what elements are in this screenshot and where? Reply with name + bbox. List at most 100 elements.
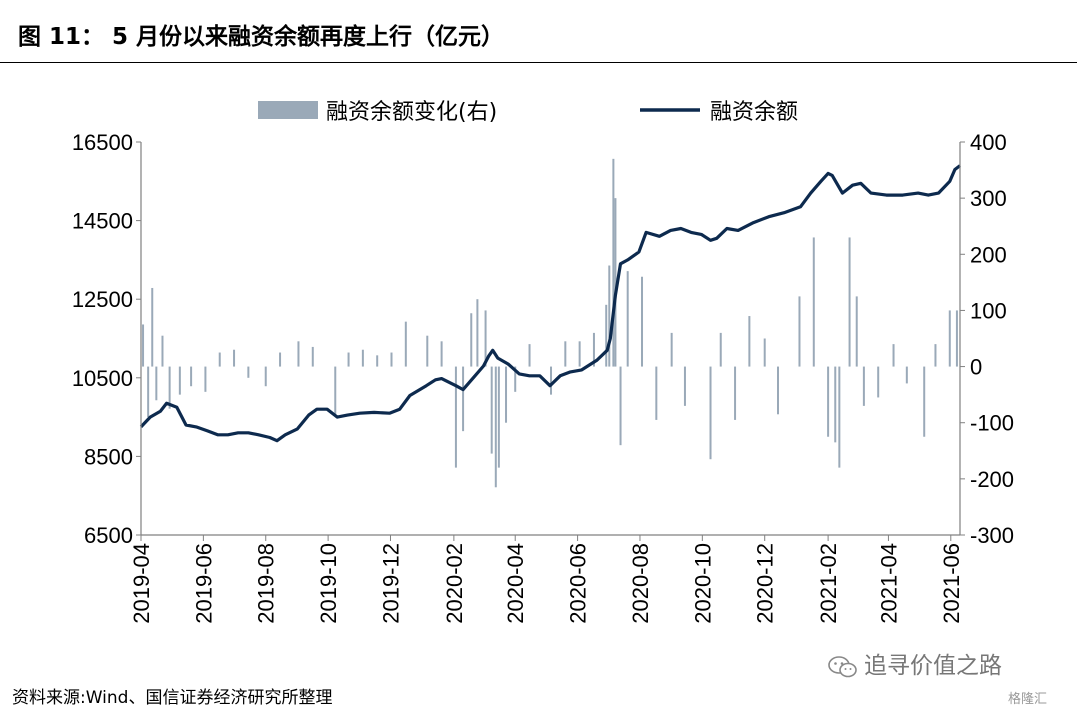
change-bar (626, 271, 629, 367)
change-bar (955, 310, 958, 367)
change-bar (161, 335, 164, 367)
change-bar (827, 366, 830, 437)
change-bar (390, 352, 393, 367)
change-bar (608, 265, 611, 367)
change-bar (763, 338, 766, 367)
change-bar (233, 349, 236, 367)
change-bar (655, 366, 658, 420)
change-bar (719, 332, 722, 367)
right-tick-label: 0 (970, 355, 982, 380)
change-bar (168, 366, 171, 409)
change-bar (494, 366, 497, 488)
change-bar (279, 352, 282, 367)
right-tick-label: 300 (970, 186, 1007, 211)
wechat-icon (828, 655, 857, 677)
change-bar (476, 299, 479, 367)
change-bar (838, 366, 841, 468)
change-bar (376, 355, 379, 367)
change-bar (218, 352, 221, 367)
change-bar (426, 335, 429, 367)
change-bar (812, 237, 815, 367)
change-bar (834, 366, 837, 443)
change-bar (361, 349, 364, 367)
left-tick-label: 14500 (72, 209, 133, 234)
change-bar (777, 366, 779, 415)
right-tick-label: 200 (970, 242, 1007, 267)
legend: 融资余额变化(右) 融资余额 (258, 100, 798, 125)
change-bar (347, 352, 350, 367)
left-tick-label: 6500 (84, 523, 133, 548)
legend-swatch-change (258, 101, 318, 119)
change-bar (862, 366, 865, 406)
source-note: 资料来源:Wind、国信证券经济研究所整理 (12, 688, 333, 708)
balance-line (139, 164, 961, 443)
change-bar (462, 366, 465, 432)
right-tick-label: -200 (970, 467, 1014, 492)
right-tick-label: 400 (970, 130, 1007, 155)
x-tick-label: 2019-08 (254, 543, 279, 624)
change-bar (264, 366, 267, 387)
change-bar (490, 366, 493, 454)
change-bar (470, 313, 473, 367)
left-tick-label: 10500 (72, 366, 133, 391)
x-tick-label: 2019-10 (316, 543, 341, 624)
change-bar (614, 198, 617, 367)
change-bar (484, 310, 487, 367)
watermark-brand: 格隆汇 (1008, 692, 1048, 707)
change-bar (564, 341, 567, 367)
change-bar (190, 366, 193, 387)
legend-label-change: 融资余额变化(右) (326, 100, 497, 125)
axes: 6500 8500 10500 12500 14500 16500 -300 -200 -100… (72, 130, 1014, 624)
x-tick-label: 2019-12 (378, 543, 403, 624)
change-bar (151, 287, 154, 367)
x-tick-label: 2020-08 (628, 543, 653, 624)
x-tick-label: 2020-02 (442, 543, 467, 624)
change-bar (578, 341, 581, 367)
change-bar (612, 158, 615, 367)
change-bar (798, 296, 801, 367)
x-tick-label: 2020-12 (753, 543, 778, 624)
x-tick-label: 2021-06 (939, 543, 964, 624)
figure-title: 图 11： 5 月份以来融资余额再度上行（亿元） (18, 24, 505, 50)
change-bar (550, 366, 553, 395)
change-bar (855, 296, 858, 367)
change-bar (848, 237, 851, 367)
x-tick-label: 2021-04 (876, 543, 901, 624)
change-bar (497, 366, 500, 468)
right-tick-label: -300 (970, 523, 1014, 548)
legend-label-balance: 融资余额 (710, 100, 798, 125)
x-tick-label: 2020-10 (690, 543, 715, 624)
x-tick-label: 2020-06 (566, 543, 591, 624)
change-bar (892, 344, 895, 367)
change-bar (619, 366, 622, 446)
change-bar (454, 366, 457, 468)
change-bar (297, 341, 300, 367)
change-bar (734, 366, 737, 420)
right-tick-label: 100 (970, 298, 1007, 323)
change-bar (709, 366, 712, 460)
change-bar (528, 344, 531, 367)
change-bar (505, 366, 508, 423)
change-bar (877, 366, 880, 398)
left-tick-label: 16500 (72, 130, 133, 155)
x-tick-label: 2020-04 (503, 543, 528, 624)
right-tick-label: -100 (970, 411, 1014, 436)
change-bar (404, 321, 407, 367)
change-bar (670, 332, 673, 367)
x-tick-label: 2019-06 (191, 543, 216, 624)
line-series-balance (139, 164, 961, 443)
bar-series-change (142, 158, 958, 488)
x-tick-label: 2021-02 (816, 543, 841, 624)
change-bar (923, 366, 926, 437)
change-bar (204, 366, 207, 392)
left-tick-label: 8500 (84, 444, 133, 469)
change-bar (334, 366, 337, 415)
change-bar (905, 366, 908, 384)
change-bar (748, 316, 751, 367)
title-divider (0, 62, 1077, 63)
change-bar (440, 341, 443, 367)
change-bar (948, 310, 951, 367)
change-bar (311, 346, 314, 367)
change-bar (155, 366, 158, 401)
